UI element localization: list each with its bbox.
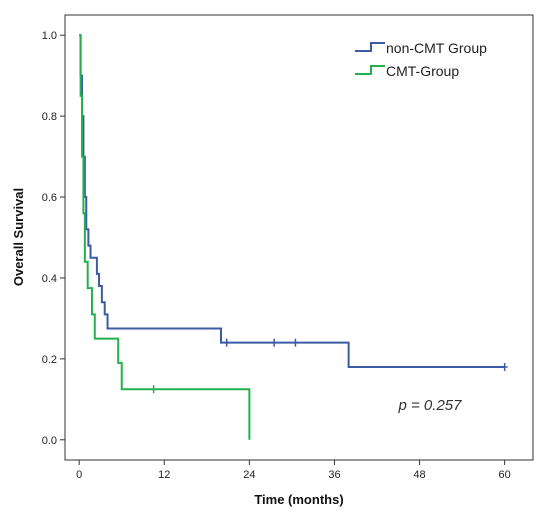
censor-mark-non-cmt-group [271, 338, 278, 347]
x-tick-label: 12 [158, 469, 170, 481]
x-tick-label: 60 [499, 469, 511, 481]
y-tick-label: 1.0 [42, 30, 57, 42]
x-tick-label: 48 [413, 469, 425, 481]
censor-mark-non-cmt-group [501, 362, 508, 371]
legend-swatch-non-cmt [355, 42, 385, 52]
x-tick-label: 24 [243, 469, 255, 481]
y-axis: 0.0 0.2 0.4 0.6 0.8 1.0 [42, 30, 65, 447]
legend: non-CMT Group CMT-Group [355, 40, 487, 79]
y-tick-label: 0.8 [42, 111, 57, 123]
y-tick-label: 0.0 [42, 435, 57, 447]
x-axis-title: Time (months) [254, 492, 343, 507]
series-line-cmt-group [79, 34, 251, 440]
legend-label-non-cmt: non-CMT Group [386, 40, 487, 56]
x-axis: 0 12 24 36 48 60 [76, 460, 511, 481]
censor-mark-cmt-group [150, 385, 157, 394]
series-line-non-cmt-group [79, 34, 505, 368]
plot-frame [64, 14, 534, 461]
series-layer [79, 34, 508, 440]
p-value-annotation: p = 0.257 [398, 397, 463, 414]
y-tick-label: 0.6 [42, 192, 57, 204]
x-tick-label: 0 [76, 469, 82, 481]
censor-mark-non-cmt-group [223, 338, 230, 347]
legend-label-cmt: CMT-Group [386, 63, 459, 79]
y-axis-title: Overall Survival [11, 188, 26, 286]
y-tick-label: 0.2 [42, 354, 57, 366]
x-tick-label: 36 [328, 469, 340, 481]
censor-mark-non-cmt-group [292, 338, 299, 347]
y-tick-label: 0.4 [42, 273, 57, 285]
legend-swatch-cmt [355, 65, 385, 75]
